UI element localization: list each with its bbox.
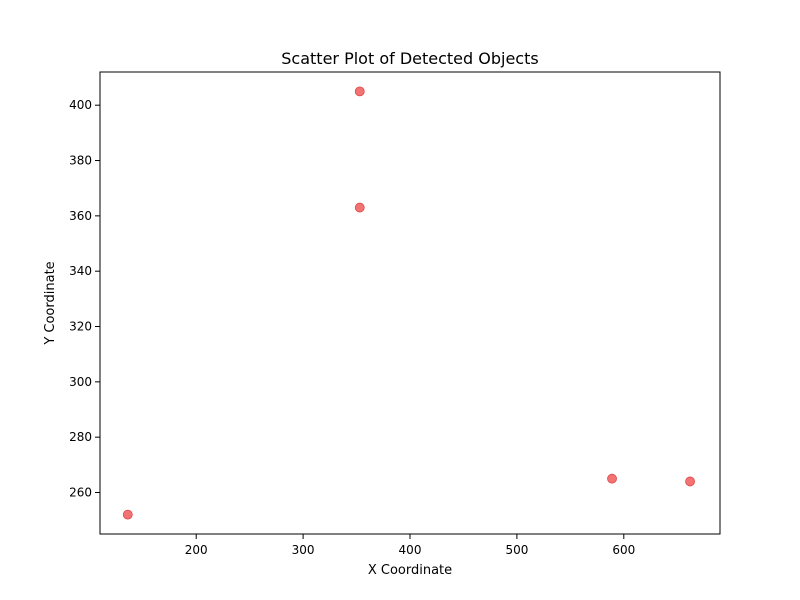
y-tick-label: 360 (69, 209, 92, 223)
y-tick-label: 320 (69, 320, 92, 334)
plot-frame (99, 71, 721, 535)
scatter-point (354, 86, 365, 97)
y-axis-label: Y Coordinate (43, 261, 58, 345)
scatter-point (607, 473, 617, 484)
y-tick-label: 380 (69, 154, 92, 168)
scatter-point (685, 476, 695, 487)
x-tick-label: 300 (292, 543, 315, 557)
x-axis: 200 300 400 500 600 (185, 534, 635, 557)
y-tick-label: 260 (69, 486, 92, 500)
y-tick-label: 340 (69, 264, 92, 278)
x-axis-label: X Coordinate (368, 563, 452, 578)
y-tick-label: 300 (69, 375, 92, 389)
chart-title: Scatter Plot of Detected Objects (281, 49, 538, 68)
x-tick-label: 400 (399, 543, 422, 557)
y-tick-label: 400 (69, 98, 92, 112)
x-tick-label: 600 (612, 543, 635, 557)
scatter-points (122, 86, 695, 520)
scatter-point (122, 509, 133, 520)
y-axis: 260 280 300 320 340 360 380 400 (69, 98, 100, 500)
x-tick-label: 200 (185, 543, 208, 557)
x-tick-label: 500 (505, 543, 528, 557)
y-tick-label: 280 (69, 430, 92, 444)
scatter-point (354, 202, 365, 213)
